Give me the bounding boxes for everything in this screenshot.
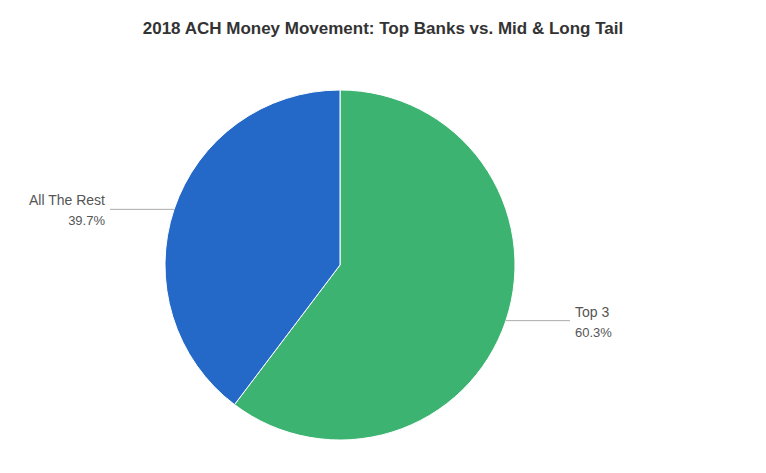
slice-label: Top 3: [575, 304, 609, 320]
leader-line: [506, 320, 570, 321]
labels: Top 3 60.3% All The Rest 39.7%: [29, 192, 612, 339]
slice: [165, 90, 340, 405]
chart: 2018 ACH Money Movement: Top Banks vs. M…: [0, 0, 766, 473]
data-label: 39.7%: [68, 213, 105, 228]
slice-label: All The Rest: [29, 192, 105, 208]
title: 2018 ACH Money Movement: Top Banks vs. M…: [143, 19, 623, 38]
data-label: 60.3%: [575, 325, 612, 340]
leader-line: [110, 209, 174, 210]
pie: [165, 90, 515, 440]
